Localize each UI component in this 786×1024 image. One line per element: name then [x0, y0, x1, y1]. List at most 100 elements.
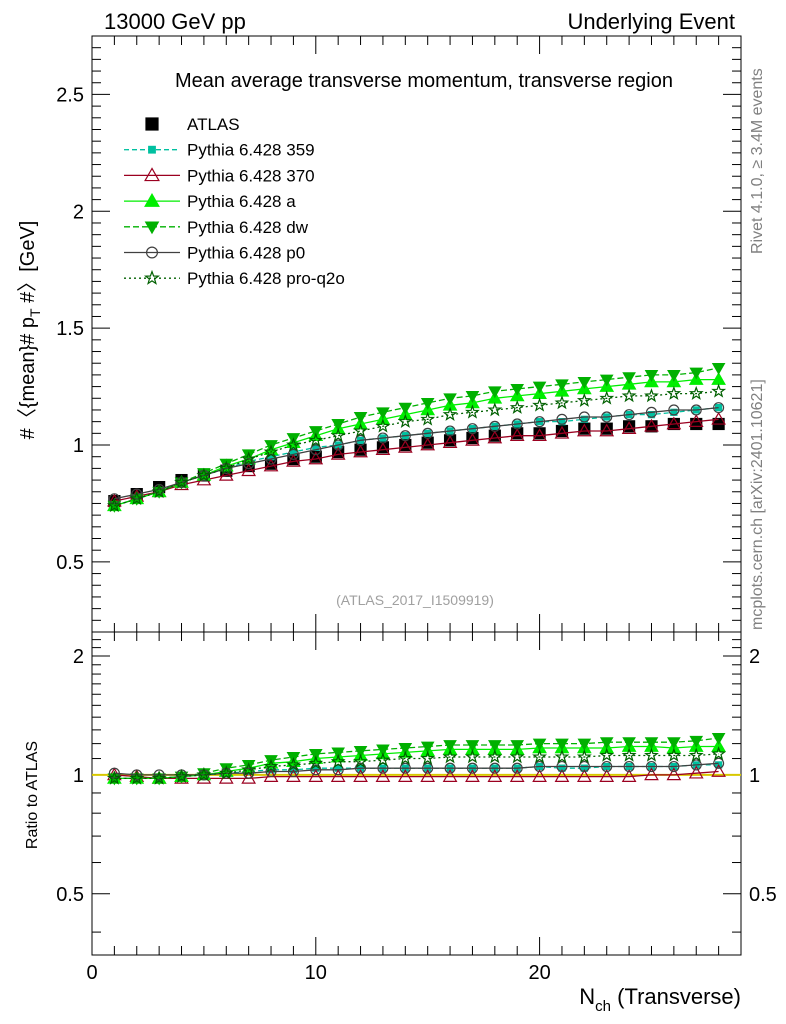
ratio-point-pdw: [376, 744, 390, 757]
ratio-point-p370: [308, 769, 324, 782]
ratio-point-p370: [442, 769, 458, 782]
main-point-pp0: [578, 411, 590, 423]
main-series-pdw: [107, 362, 726, 513]
main-point-atlas: [578, 422, 591, 435]
ratio-point-pq2o: [644, 747, 659, 762]
main-point-p370: [442, 435, 458, 449]
legend-label-p359: Pythia 6.428 359: [187, 141, 315, 160]
main-point-pdw: [376, 407, 390, 420]
ratio-point-pq2o: [353, 753, 368, 769]
ratio-point-pq2o: [465, 749, 480, 764]
main-point-p370: [688, 414, 704, 427]
legend-label-pp0: Pythia 6.428 p0: [187, 244, 305, 263]
ratio-point-pq2o: [532, 749, 547, 764]
main-point-p370: [218, 467, 234, 481]
ratio-point-p370: [487, 769, 503, 782]
ratio-point-pdw: [331, 747, 345, 760]
main-point-pq2o: [420, 411, 436, 426]
main-point-pp0: [399, 430, 411, 442]
legend-item-pa: Pythia 6.428 a: [124, 192, 296, 211]
ratio-point-pdw: [488, 740, 502, 753]
ratio-point-pdw: [689, 735, 704, 748]
main-point-pq2o: [644, 388, 659, 403]
legend-label-pq2o: Pythia 6.428 pro-q2o: [187, 269, 345, 288]
ratio-point-pdw: [353, 745, 368, 758]
ratio-frame: [91, 631, 742, 956]
main-point-pp0: [713, 402, 725, 414]
xlabel-n: N: [579, 984, 595, 1009]
main-point-pdw: [241, 449, 256, 462]
main-line-pdw: [114, 367, 719, 507]
ratio-point-pq2o: [375, 752, 391, 767]
main-point-pdw: [488, 386, 502, 399]
main-point-pq2o: [465, 404, 480, 419]
main-point-pq2o: [106, 497, 122, 513]
main-point-pa: [711, 372, 726, 385]
legend-label-pa: Pythia 6.428 a: [187, 192, 296, 211]
main-point-pq2o: [509, 399, 525, 414]
main-series-pq2o: [106, 383, 727, 513]
main-point-p370: [487, 430, 503, 444]
main-point-pdw: [667, 369, 681, 382]
ratio-point-p370: [576, 769, 592, 782]
legend-item-p370: Pythia 6.428 370: [124, 166, 315, 185]
ratio-point-pdw: [667, 737, 681, 750]
ratio-point-p370: [554, 769, 570, 782]
main-point-pq2o: [129, 490, 145, 506]
ratio-panel: 0.5 0.51 12 20 10 20 Ratio to ATLAS: [24, 631, 777, 984]
legend: ATLAS Pythia 6.428 359 Pythia 6.428 370 Pyt…: [124, 115, 345, 288]
main-point-p370: [330, 446, 346, 460]
ratio-point-pq2o: [241, 762, 257, 777]
main-point-pdw: [465, 391, 480, 403]
ratio-point-pq2o: [174, 768, 189, 783]
ratio-point-pp0: [623, 760, 635, 773]
main-point-atlas: [533, 427, 546, 440]
ratio-point-pp0: [444, 762, 456, 774]
main-point-pq2o: [308, 432, 324, 447]
legend-label-atlas: ATLAS: [187, 115, 240, 134]
ratio-point-p370: [397, 769, 413, 782]
main-point-p370: [263, 458, 279, 472]
legend-label-pdw: Pythia 6.428 dw: [187, 218, 309, 237]
ratio-point-pq2o: [688, 747, 704, 762]
main-point-pq2o: [554, 395, 570, 410]
ratio-point-pq2o: [286, 757, 301, 772]
ratio-line-pa: [114, 745, 719, 780]
ratio-ytick-label-right: 0.5: [749, 884, 777, 906]
ratio-point-pp0: [131, 769, 143, 781]
ratio-line-pq2o: [114, 753, 719, 780]
ratio-point-pdw: [577, 738, 592, 751]
ratio-point-pdw: [555, 738, 569, 751]
main-ytick-label: 1: [73, 435, 84, 457]
ratio-point-p370: [330, 769, 346, 782]
main-point-pp0: [287, 448, 299, 460]
main-point-pp0: [511, 418, 523, 430]
ratio-ylabel: Ratio to ATLAS: [24, 741, 41, 849]
main-point-atlas: [600, 422, 613, 435]
main-point-pq2o: [286, 437, 301, 452]
main-point-p370: [576, 423, 592, 437]
main-point-atlas: [399, 438, 412, 452]
main-point-p370: [286, 453, 301, 467]
legend-marker-p359: [148, 145, 156, 154]
main-point-p370: [509, 428, 525, 442]
main-point-pdw: [510, 383, 525, 396]
main-point-pp0: [422, 427, 434, 439]
main-point-pq2o: [688, 385, 704, 400]
main-point-pdw: [443, 393, 457, 406]
main-ylabel: #〈{mean}# pT #〉[GeV]: [17, 221, 43, 440]
main-panel: Mean average transverse momentum, transv…: [17, 35, 742, 633]
ratio-point-pdw: [599, 737, 614, 750]
main-ytick-label: 2: [73, 201, 84, 223]
main-point-pp0: [310, 444, 322, 456]
ratio-point-pp0: [534, 760, 546, 773]
main-point-atlas: [511, 427, 524, 440]
main-point-pq2o: [576, 392, 592, 407]
ratio-series-pq2o: [106, 746, 727, 785]
ratio-point-pq2o: [442, 749, 458, 764]
ratio-point-pp0: [668, 760, 680, 773]
main-point-pp0: [466, 423, 478, 435]
ratio-point-p370: [644, 767, 659, 781]
main-series-atlas: [108, 417, 725, 508]
main-point-pp0: [534, 416, 546, 428]
